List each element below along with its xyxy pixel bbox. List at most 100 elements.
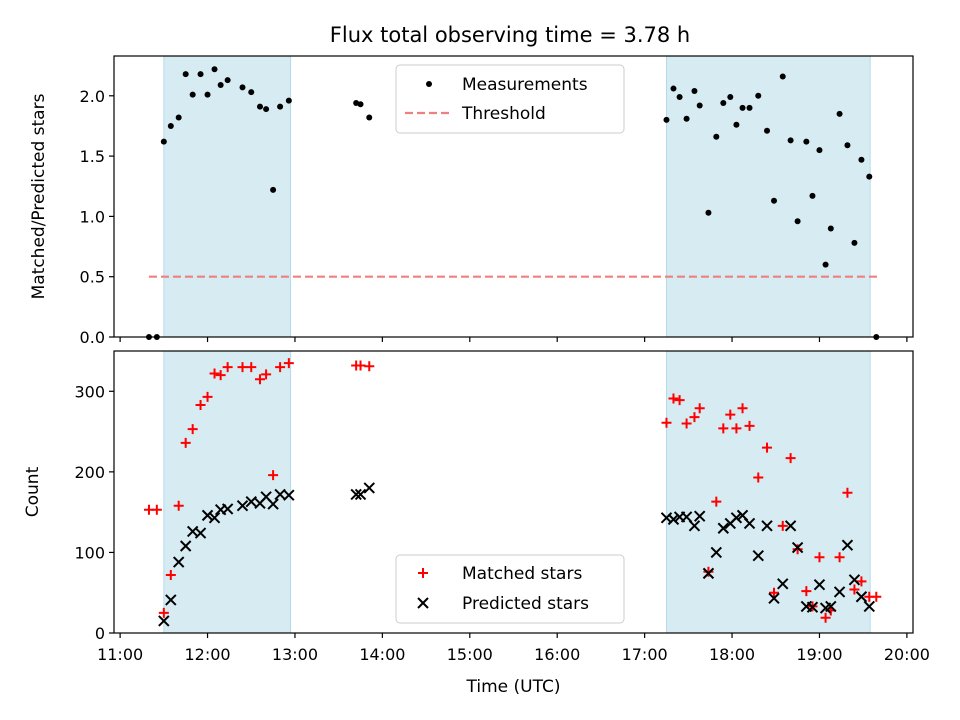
predicted-star-marker [680, 511, 693, 523]
predicted-star-marker [813, 578, 826, 591]
measurement-point [217, 81, 224, 88]
matched-star-marker [820, 612, 831, 623]
measurement-point [263, 106, 270, 113]
predicted-star-marker [752, 549, 764, 562]
shaded-interval [665, 55, 871, 338]
predicted-star-marker [179, 540, 192, 552]
measurement-point [746, 104, 753, 111]
legend-box [395, 64, 625, 134]
predicted-star-marker [841, 539, 854, 551]
legend-box [395, 554, 625, 624]
measurement-point [809, 192, 816, 199]
measurement-point [285, 97, 292, 104]
measurement-point [224, 77, 231, 84]
matched-star-marker [173, 500, 184, 511]
predicted-star-marker [761, 520, 773, 532]
measurement-point [755, 92, 762, 99]
y-tick-label: 100 [74, 543, 105, 562]
predicted-star-marker [855, 591, 868, 603]
measurement-point [175, 114, 182, 121]
matched-star-marker [668, 393, 679, 404]
matched-star-marker [731, 423, 742, 434]
matched-star-marker [283, 358, 294, 369]
legend-measurements-label: Measurements [462, 75, 588, 95]
predicted-star-marker [363, 482, 375, 494]
matched-star-marker [744, 420, 755, 431]
predicted-star-marker [283, 489, 295, 501]
matched-star-marker [180, 437, 191, 448]
matched-star-marker [849, 584, 860, 595]
measurement-point [663, 116, 670, 123]
matched-star-marker [268, 470, 279, 481]
legend-predicted-label: Predicted stars [462, 594, 589, 614]
measurement-point [683, 115, 690, 122]
chart-title: Flux total observing time = 3.78 h [330, 23, 690, 47]
measurement-point [822, 261, 829, 268]
matched-star-marker [187, 424, 198, 435]
shaded-interval [163, 55, 292, 338]
measurement-point [720, 100, 727, 107]
predicted-star-marker [848, 574, 861, 586]
matched-star-marker [209, 368, 220, 379]
x-tick-label: 17:00 [622, 645, 668, 664]
matched-star-marker [785, 453, 796, 464]
x-tick-label: 15:00 [447, 645, 493, 664]
predicted-star-marker [267, 498, 279, 510]
predicted-star-marker [245, 495, 257, 508]
measurement-point [696, 102, 703, 109]
measurement-point [794, 218, 801, 225]
x-tick-label: 19:00 [796, 645, 842, 664]
y-tick-label: 300 [74, 382, 105, 401]
measurement-point [844, 142, 851, 149]
predicted-star-marker [710, 546, 723, 559]
axes-frame [113, 350, 914, 634]
matched-star-marker [856, 576, 867, 587]
predicted-star-marker [165, 594, 177, 606]
matched-star-marker [737, 403, 748, 414]
measurement-point [357, 101, 364, 108]
matched-star-marker [769, 587, 780, 598]
matched-star-marker [195, 399, 206, 410]
predicted-star-marker [730, 512, 743, 524]
matched-star-marker [364, 361, 375, 372]
measurement-point [270, 186, 277, 193]
y-tick-label: 1.0 [80, 207, 105, 226]
matched-star-marker [694, 403, 705, 414]
matched-star-marker [834, 552, 845, 563]
predicted-star-marker [236, 499, 249, 512]
measurement-point [836, 110, 843, 117]
matched-star-marker [801, 586, 812, 597]
measurement-point [239, 84, 246, 91]
bottom-axes: 0 100 200 300 11:00 12:00 13:00 14:00 15:00 16:00… [23, 350, 930, 697]
matched-star-marker [762, 442, 773, 453]
measurement-point [764, 127, 771, 134]
matched-star-marker [158, 607, 169, 618]
measurement-point [851, 239, 858, 246]
predicted-star-marker [688, 520, 701, 532]
predicted-star-marker [201, 509, 214, 522]
measurement-point [816, 147, 823, 154]
predicted-star-marker [717, 522, 730, 534]
y-tick-label: 2.0 [80, 87, 105, 106]
measurement-point [204, 91, 211, 98]
predicted-star-marker [158, 615, 170, 627]
predicted-star-marker [863, 600, 875, 613]
predicted-star-marker [743, 517, 756, 530]
predicted-star-marker [825, 600, 837, 613]
y-tick-label: 0.0 [80, 328, 105, 347]
matched-star-marker [254, 374, 265, 385]
predicted-star-marker [806, 601, 819, 613]
x-axis-label: Time (UTC) [466, 677, 561, 697]
predicted-star-marker [791, 541, 804, 554]
measurement-point [739, 104, 746, 111]
measurement-point [197, 71, 204, 78]
y-axis-label: Count [23, 466, 43, 517]
predicted-star-marker [777, 578, 789, 590]
matched-star-marker [237, 362, 248, 373]
predicted-star-marker [208, 512, 221, 524]
measurement-point [858, 156, 865, 163]
measurement-point [182, 71, 189, 78]
predicted-star-marker [354, 488, 367, 501]
matched-star-marker [681, 418, 692, 429]
measurement-point [779, 73, 786, 80]
